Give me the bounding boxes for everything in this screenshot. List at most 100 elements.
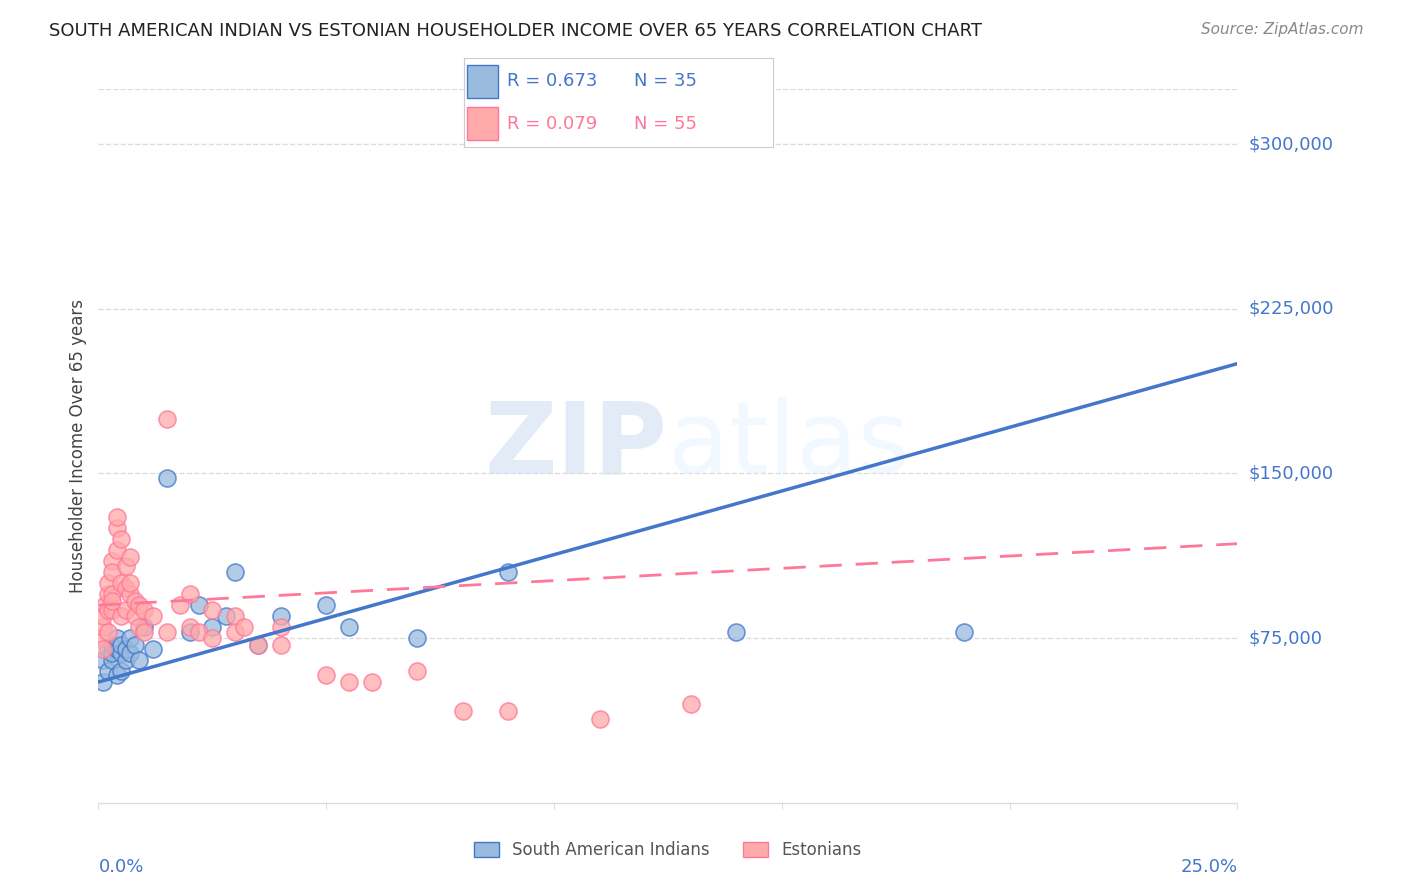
Point bbox=[224, 609, 246, 624]
Point bbox=[91, 675, 114, 690]
Point bbox=[270, 609, 292, 624]
Point bbox=[96, 576, 118, 591]
Text: Source: ZipAtlas.com: Source: ZipAtlas.com bbox=[1201, 22, 1364, 37]
Point bbox=[215, 609, 238, 624]
Point bbox=[201, 602, 224, 616]
Point bbox=[101, 647, 124, 661]
Point bbox=[114, 642, 136, 657]
Point bbox=[114, 602, 136, 616]
Point bbox=[96, 602, 118, 616]
Point bbox=[588, 712, 610, 726]
Point bbox=[120, 576, 142, 591]
Point bbox=[101, 653, 124, 667]
Point bbox=[187, 624, 209, 639]
Point bbox=[337, 620, 360, 634]
Text: $75,000: $75,000 bbox=[1249, 629, 1323, 647]
Point bbox=[128, 620, 150, 634]
Point bbox=[120, 549, 142, 564]
Text: $150,000: $150,000 bbox=[1249, 465, 1333, 483]
Point bbox=[114, 581, 136, 595]
Text: N = 55: N = 55 bbox=[634, 114, 697, 133]
Point bbox=[169, 598, 191, 612]
Point bbox=[406, 631, 429, 645]
Point bbox=[246, 638, 269, 652]
Point bbox=[114, 558, 136, 573]
Point bbox=[128, 653, 150, 667]
Point bbox=[128, 598, 150, 612]
Text: 25.0%: 25.0% bbox=[1180, 858, 1237, 876]
Text: atlas: atlas bbox=[668, 398, 910, 494]
Point bbox=[315, 598, 337, 612]
Point bbox=[90, 631, 112, 645]
Point bbox=[105, 631, 128, 645]
Text: SOUTH AMERICAN INDIAN VS ESTONIAN HOUSEHOLDER INCOME OVER 65 YEARS CORRELATION C: SOUTH AMERICAN INDIAN VS ESTONIAN HOUSEH… bbox=[49, 22, 983, 40]
Point bbox=[270, 620, 292, 634]
Point bbox=[156, 411, 179, 425]
Point bbox=[451, 704, 474, 718]
Point bbox=[114, 653, 136, 667]
Point bbox=[101, 587, 124, 601]
Point bbox=[105, 510, 128, 524]
Text: R = 0.079: R = 0.079 bbox=[508, 114, 598, 133]
Point bbox=[132, 624, 155, 639]
Point bbox=[201, 620, 224, 634]
Point bbox=[94, 598, 117, 612]
Point bbox=[360, 675, 382, 690]
Point bbox=[110, 647, 132, 661]
Point bbox=[156, 471, 179, 485]
Point bbox=[105, 543, 128, 558]
Point bbox=[96, 664, 118, 678]
Point bbox=[498, 704, 520, 718]
Point bbox=[246, 638, 269, 652]
Point bbox=[132, 620, 155, 634]
Point bbox=[96, 624, 118, 639]
Point bbox=[91, 620, 114, 634]
Point bbox=[142, 642, 165, 657]
Y-axis label: Householder Income Over 65 years: Householder Income Over 65 years bbox=[69, 299, 87, 593]
Legend: South American Indians, Estonians: South American Indians, Estonians bbox=[467, 835, 869, 866]
Point bbox=[101, 554, 124, 568]
Point bbox=[179, 587, 201, 601]
Point bbox=[179, 624, 201, 639]
Point bbox=[498, 566, 520, 580]
Point bbox=[124, 638, 146, 652]
Point bbox=[233, 620, 256, 634]
Bar bbox=[467, 65, 498, 98]
Point bbox=[315, 668, 337, 682]
Point bbox=[187, 598, 209, 612]
Point bbox=[953, 624, 976, 639]
Text: R = 0.673: R = 0.673 bbox=[508, 72, 598, 90]
Point bbox=[101, 566, 124, 580]
Point bbox=[224, 624, 246, 639]
Point bbox=[101, 638, 124, 652]
Point bbox=[725, 624, 748, 639]
Point bbox=[179, 620, 201, 634]
Bar bbox=[467, 107, 498, 140]
Point bbox=[110, 576, 132, 591]
Point bbox=[124, 594, 146, 608]
Point bbox=[120, 587, 142, 601]
Point bbox=[110, 533, 132, 547]
Point bbox=[105, 668, 128, 682]
Point bbox=[270, 638, 292, 652]
Point bbox=[110, 638, 132, 652]
Point bbox=[105, 521, 128, 535]
Point bbox=[91, 653, 114, 667]
Point bbox=[120, 631, 142, 645]
Point bbox=[96, 587, 118, 601]
Point bbox=[142, 609, 165, 624]
Point bbox=[101, 594, 124, 608]
Point bbox=[201, 631, 224, 645]
Text: N = 35: N = 35 bbox=[634, 72, 697, 90]
Point bbox=[124, 609, 146, 624]
Point bbox=[132, 602, 155, 616]
Text: ZIP: ZIP bbox=[485, 398, 668, 494]
Point bbox=[101, 602, 124, 616]
Point bbox=[110, 664, 132, 678]
Point bbox=[337, 675, 360, 690]
Point bbox=[110, 609, 132, 624]
Point bbox=[105, 642, 128, 657]
Text: 0.0%: 0.0% bbox=[98, 858, 143, 876]
Text: $300,000: $300,000 bbox=[1249, 135, 1333, 153]
Point bbox=[156, 624, 179, 639]
